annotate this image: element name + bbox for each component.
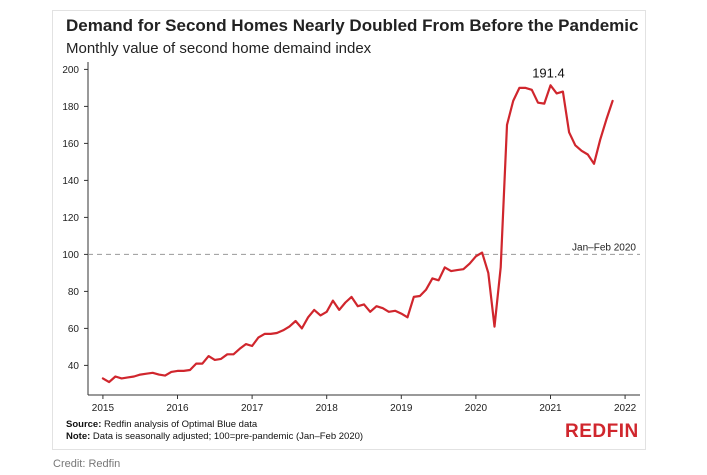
x-tick-label: 2021 (539, 403, 562, 414)
peak-value-label: 191.4 (532, 65, 565, 80)
annotation-group: 191.4 (532, 65, 565, 80)
reference-line-label: Jan–Feb 2020 (572, 242, 636, 253)
x-tick-label: 2015 (92, 403, 115, 414)
note-text: Data is seasonally adjusted; 100=pre-pan… (92, 431, 364, 442)
chart-axes (87, 62, 640, 396)
y-tick-label: 120 (62, 213, 79, 224)
source-text: Redfin analysis of Optimal Blue data (104, 419, 258, 430)
image-credit: Credit: Redfin (53, 458, 121, 470)
x-tick-label: 2020 (465, 403, 488, 414)
y-tick-label: 80 (68, 287, 80, 298)
source-note: Source: Redfin analysis of Optimal Blue … (66, 419, 257, 430)
note-label: Note: (66, 431, 91, 442)
y-tick-label: 160 (62, 139, 79, 150)
x-tick-label: 2019 (390, 403, 413, 414)
chart-title: Demand for Second Homes Nearly Doubled F… (66, 16, 639, 35)
y-tick-label: 100 (62, 250, 79, 261)
series-line (101, 84, 614, 384)
reference-line-group: Jan–Feb 2020 (88, 242, 640, 255)
y-tick-label: 140 (62, 176, 79, 187)
chart-subtitle: Monthly value of second home demaind ind… (66, 40, 372, 57)
y-tick-label: 40 (68, 361, 80, 372)
y-axis-ticks: 40 60 80 100 120 140 160 180 200 (62, 65, 88, 372)
source-label: Source: (66, 419, 102, 430)
series-group (101, 84, 614, 384)
y-tick-label: 180 (62, 102, 79, 113)
x-tick-label: 2017 (241, 403, 264, 414)
redfin-logo: REDFIN (565, 421, 639, 442)
x-tick-label: 2018 (316, 403, 339, 414)
chart-card (52, 10, 646, 450)
x-axis-ticks: 2015 2016 2017 2018 2019 2020 2021 2022 (92, 395, 637, 414)
x-tick-label: 2016 (166, 403, 189, 414)
y-tick-label: 200 (62, 65, 79, 76)
x-tick-label: 2022 (614, 403, 637, 414)
y-tick-label: 60 (68, 324, 80, 335)
data-note: Note: Data is seasonally adjusted; 100=p… (66, 431, 363, 442)
